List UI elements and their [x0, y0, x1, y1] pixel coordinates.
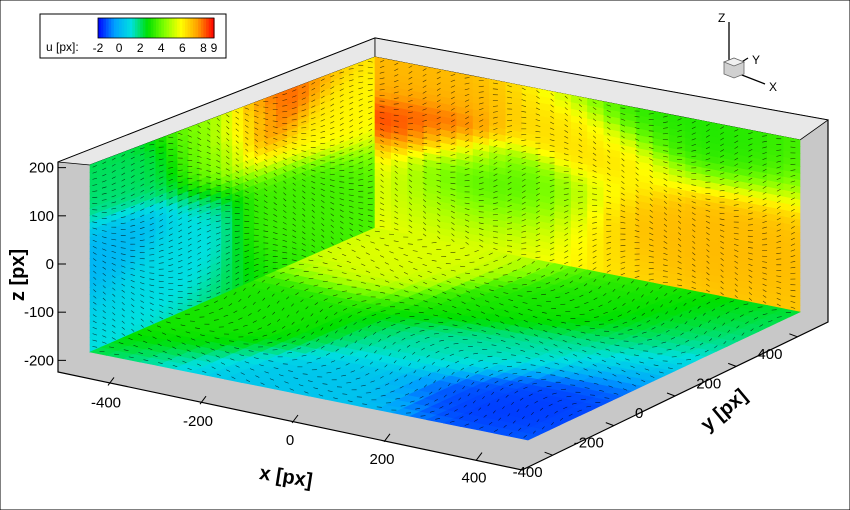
x-tick-mark [475, 452, 483, 461]
colorbar-segment [169, 18, 173, 38]
triad-z-label: Z [718, 11, 725, 25]
colorbar-tick-label: 4 [158, 41, 165, 55]
colorbar-ticks: -2 0 2 4 6 8 9 [93, 41, 218, 55]
colorbar-segment [116, 18, 120, 38]
colorbar-segment [208, 18, 212, 38]
colorbar-segment [166, 18, 170, 38]
colorbar-segment [206, 18, 210, 38]
orientation-triad: Z X Y [718, 11, 777, 94]
colorbar-segment [100, 18, 104, 38]
z-tick-label: 200 [29, 160, 54, 177]
colorbar-tick-label: 0 [116, 41, 123, 55]
colorbar-segment [158, 18, 162, 38]
colorbar-segment [203, 18, 207, 38]
contour-field-layer [89, 56, 801, 441]
colorbar-tick-label: 6 [179, 41, 186, 55]
x-tick-mark [291, 414, 299, 424]
colorbar-segment [177, 18, 181, 38]
colorbar-segment [145, 18, 149, 38]
colorbar-tick-label: 2 [137, 41, 144, 55]
y-tick-label: 200 [696, 375, 721, 392]
colorbar-segment [195, 18, 199, 38]
colorbar-segment [153, 18, 157, 38]
colorbar-segment [198, 18, 202, 38]
colorbar-segment [185, 18, 189, 38]
x-tick-mark [199, 395, 207, 405]
y-tick-mark [789, 333, 798, 338]
colorbar-tick-label: -2 [93, 41, 104, 55]
x-tick-label: 400 [461, 470, 486, 487]
y-tick-label: -200 [574, 435, 604, 452]
colorbar-segment [137, 18, 141, 38]
colorbar-legend: u [px]: -2 0 2 4 6 8 9 [39, 13, 227, 59]
colorbar-segment [187, 18, 191, 38]
triad-x-label: X [769, 80, 777, 94]
y-tick-mark [728, 362, 737, 367]
colorbar-segment [103, 18, 107, 38]
colorbar-segment [163, 18, 168, 38]
colorbar-segment [140, 18, 144, 38]
z-tick-label: 100 [29, 208, 54, 225]
side-contour-cell [783, 136, 801, 147]
colorbar-segment [182, 18, 186, 38]
y-tick-mark [666, 392, 676, 397]
colorbar-segment [119, 18, 123, 38]
z-tick-label: -100 [24, 304, 54, 321]
colorbar-segment [129, 18, 133, 38]
side-vector-arrows [379, 60, 796, 309]
colorbar-segment [161, 18, 165, 38]
colorbar-segment [200, 18, 205, 38]
colorbar-segment [192, 18, 197, 38]
z-tick-label: -200 [24, 352, 54, 369]
y-tick-mark [544, 451, 553, 456]
z-tick-label: 0 [46, 256, 54, 273]
colorbar-segment [142, 18, 147, 38]
colorbar-segment [150, 18, 154, 38]
colorbar-segment [179, 18, 183, 38]
floor-vector-arrows [99, 230, 791, 438]
colorbar-segment [113, 18, 118, 38]
colorbar-tick-label: 8 [200, 41, 207, 55]
x-tick-label: 200 [369, 451, 394, 468]
y-tick-label: -400 [513, 464, 543, 481]
colorbar-segment [132, 18, 136, 38]
colorbar-segment [98, 18, 102, 38]
colorbar-tick-label: 9 [211, 41, 218, 55]
colorbar-segment [134, 18, 139, 38]
y-tick-label: 0 [635, 405, 643, 422]
colorbar-segment [105, 18, 110, 38]
colorbar-label: u [px]: [46, 40, 79, 54]
y-tick-mark [605, 422, 614, 427]
colorbar-outline [97, 17, 215, 39]
colorbar-segment [171, 18, 176, 38]
colorbar-segment [127, 18, 131, 38]
colorbar-segment [148, 18, 152, 38]
colorbar-segment [124, 18, 128, 38]
triad-cube-top [722, 57, 746, 67]
z-axis-title: z [px] [7, 249, 29, 301]
vector-arrow-layer [92, 60, 796, 438]
colorbar-segment [211, 18, 215, 38]
colorbar-segment [108, 18, 112, 38]
colorbar-segment [121, 18, 125, 38]
colorbar-gradient [97, 17, 215, 39]
colorbar-segment [111, 18, 115, 38]
x-tick-label: -400 [91, 394, 121, 411]
y-tick-label: 400 [757, 346, 782, 363]
x-tick-label: -200 [183, 413, 213, 430]
triad-y-label: Y [752, 53, 760, 67]
x-tick-label: 0 [286, 432, 294, 449]
x-tick-mark [107, 377, 115, 386]
x-tick-mark [383, 433, 391, 443]
colorbar-segment [190, 18, 194, 38]
axis-tick-layer: -400 -200 0 200 400 -400 -200 0 200 400 -200 -100 0 1… [24, 160, 798, 487]
colorbar-segment [174, 18, 178, 38]
back-vector-arrows [92, 60, 373, 348]
colorbar-segment [156, 18, 160, 38]
